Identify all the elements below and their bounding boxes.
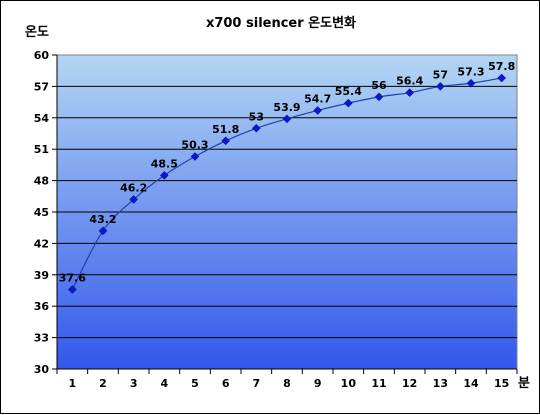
- y-tick-label: 51: [34, 143, 49, 156]
- y-tick-label: 57: [34, 80, 49, 93]
- x-tick-label: 6: [222, 377, 230, 390]
- x-tick-label: 5: [191, 377, 199, 390]
- x-tick-label: 4: [161, 377, 169, 390]
- y-tick-label: 42: [34, 237, 49, 250]
- y-tick-label: 33: [34, 332, 49, 345]
- chart-title: x700 silencer 온도변화: [206, 15, 356, 31]
- data-label: 37.6: [59, 271, 86, 284]
- data-label: 56: [371, 79, 387, 92]
- x-tick-label: 12: [402, 377, 417, 390]
- x-tick-label: 13: [433, 377, 448, 390]
- data-label: 43.2: [89, 213, 116, 226]
- data-point-marker: [466, 78, 476, 88]
- data-label: 48.5: [151, 157, 178, 170]
- data-point-marker: [129, 195, 139, 204]
- data-point-marker: [98, 226, 108, 236]
- data-point-marker: [67, 285, 77, 294]
- data-point-marker: [313, 106, 323, 115]
- x-tick-label: 9: [314, 377, 322, 390]
- x-tick-label: 8: [283, 377, 291, 390]
- y-tick-label: 36: [34, 300, 50, 313]
- x-tick-label: 10: [341, 377, 357, 390]
- data-label: 55.4: [335, 85, 362, 98]
- data-point-marker: [251, 123, 261, 133]
- data-point-marker: [221, 136, 231, 146]
- data-label: 57.8: [488, 60, 515, 73]
- y-tick-label: 60: [34, 49, 50, 62]
- x-tick-label: 2: [99, 377, 107, 390]
- data-label: 50.3: [181, 139, 208, 152]
- data-point-marker: [497, 73, 507, 83]
- x-tick-label: 3: [130, 377, 138, 390]
- data-label: 46.2: [120, 181, 147, 194]
- data-point-marker: [374, 92, 384, 102]
- data-point-marker: [159, 171, 169, 180]
- data-labels: 37.6 43.2 46.2 48.550.3 51.8 53 53.9 54.7 55.4 56…: [59, 60, 515, 284]
- data-point-marker: [343, 98, 353, 108]
- data-point-marker: [435, 82, 445, 91]
- y-axis-label: 온도: [25, 25, 49, 40]
- y-tick-label: 30: [34, 363, 50, 376]
- data-point-marker: [282, 114, 292, 124]
- x-tick-label: 11: [371, 377, 386, 390]
- x-tick-label: 7: [253, 377, 261, 390]
- y-tick-label: 39: [34, 269, 49, 282]
- y-tick-label: 45: [34, 206, 49, 219]
- data-label: 57: [433, 68, 448, 81]
- data-label: 53: [249, 110, 264, 123]
- x-tick-label: 1: [69, 377, 77, 390]
- series: [67, 73, 507, 294]
- x-tick-label: 14: [463, 377, 479, 390]
- data-label: 51.8: [212, 123, 239, 136]
- y-tick-label: 54: [34, 112, 50, 125]
- data-label: 54.7: [304, 92, 331, 105]
- data-label: 57.3: [457, 65, 484, 78]
- data-label: 53.9: [273, 101, 300, 114]
- data-point-marker: [190, 152, 200, 161]
- y-tick-label: 48: [34, 175, 49, 188]
- x-axis-label: 분: [518, 376, 530, 391]
- data-point-marker: [405, 88, 415, 98]
- data-label: 56.4: [396, 75, 423, 88]
- x-tick-label: 15: [494, 377, 509, 390]
